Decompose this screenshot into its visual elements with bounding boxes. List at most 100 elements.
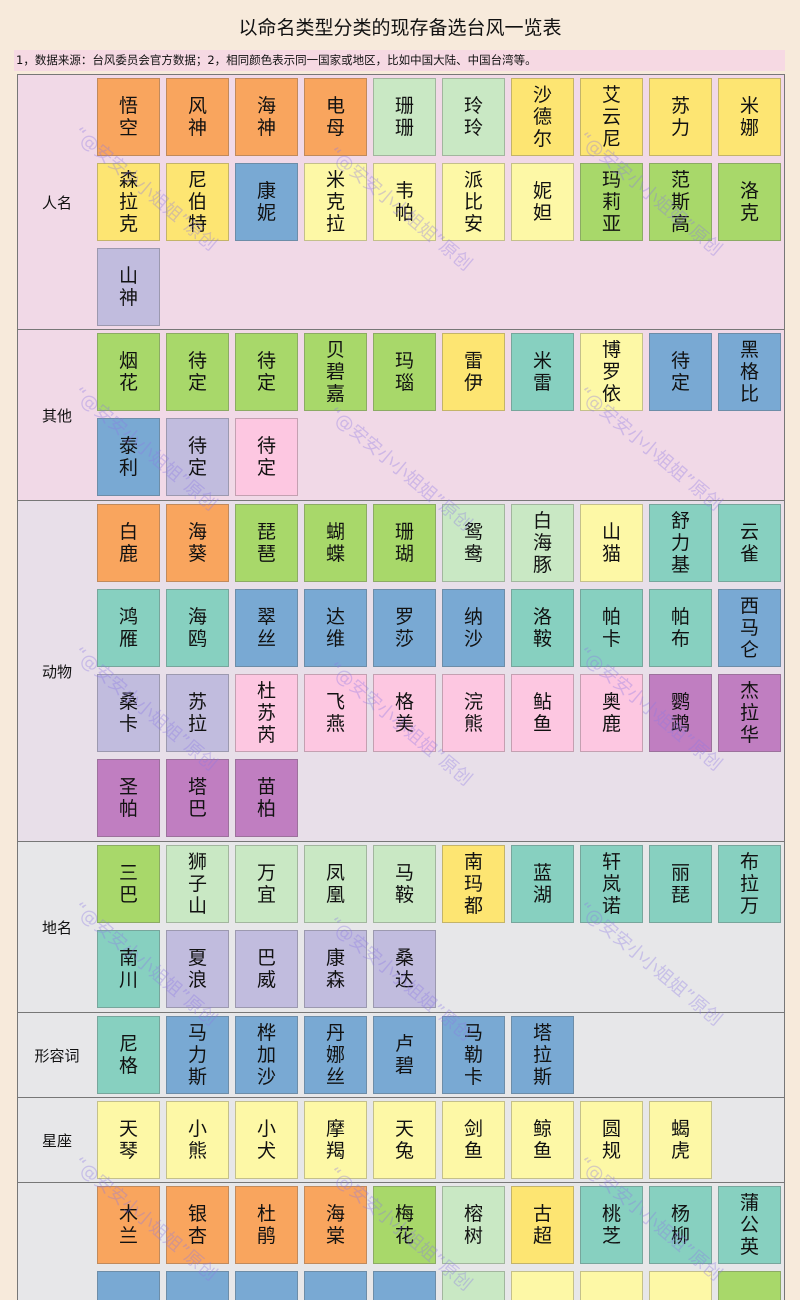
section-label: 其他 — [41, 406, 72, 425]
typhoon-name-cell: 马力斯 — [166, 1016, 229, 1094]
typhoon-name-cell: 古超 — [511, 1186, 574, 1264]
typhoon-name-cell: 玫 — [511, 1271, 574, 1300]
typhoon-name-cell: 丽琵 — [649, 845, 712, 923]
typhoon-name-cell: 丹娜丝 — [304, 1016, 367, 1094]
typhoon-name-cell: 桑卡 — [97, 674, 160, 752]
typhoon-name-cell: 珊瑚 — [373, 504, 436, 582]
section-3: 地名 三巴 狮子山 万宜 凤凰 马鞍 南玛都 蓝湖 轩岚诺 丽琵 布拉万 南川 夏浪 巴威 康森 桑达 — [18, 842, 784, 1013]
typhoon-name-cell: 鲇鱼 — [511, 674, 574, 752]
typhoon-name-cell: 韦帕 — [373, 163, 436, 241]
typhoon-name-cell: 风神 — [166, 78, 229, 156]
section-label — [18, 1183, 96, 1300]
typhoon-name-cell: 翠丝 — [235, 589, 298, 667]
typhoon-name-cell: 浣熊 — [442, 674, 505, 752]
typhoon-name-cell: 山神 — [97, 248, 160, 326]
typhoon-name-cell: 待定 — [166, 333, 229, 411]
typhoon-name-cell: 待定 — [235, 418, 298, 496]
typhoon-name-cell: 博罗依 — [580, 333, 643, 411]
typhoon-name-cell: 帕布 — [649, 589, 712, 667]
typhoon-name-cell: 海葵 — [166, 504, 229, 582]
section-6: 木兰银杏杜鹃海棠梅花榕树古超桃芝杨柳蒲公英安娜美科灿山玫温卡海 — [18, 1183, 784, 1300]
typhoon-name-cell: 美 — [235, 1271, 298, 1300]
section-0: 人名 悟空 风神 海神 电母 珊珊 玲玲 沙德尔 艾云尼 苏力 米娜 森拉克 尼伯特 康妮 米克拉 韦帕 派比安… — [18, 75, 784, 330]
section-label: 人名 — [41, 193, 72, 212]
typhoon-name-cell: 布拉万 — [718, 845, 781, 923]
typhoon-name-cell: 珊珊 — [373, 78, 436, 156]
typhoon-name-cell: 泰利 — [97, 418, 160, 496]
typhoon-name-cell: 南玛都 — [442, 845, 505, 923]
typhoon-name-cell: 鲸鱼 — [511, 1101, 574, 1179]
section-label: 地名 — [41, 918, 72, 937]
typhoon-name-cell: 雷伊 — [442, 333, 505, 411]
typhoon-name-cell: 西马仑 — [718, 589, 781, 667]
typhoon-name-cell: 洛鞍 — [511, 589, 574, 667]
typhoon-name-cell: 卡 — [649, 1271, 712, 1300]
typhoon-name-cell: 电母 — [304, 78, 367, 156]
typhoon-name-cell: 待定 — [166, 418, 229, 496]
typhoon-name-cell: 尼伯特 — [166, 163, 229, 241]
typhoon-name-cell: 玛莉亚 — [580, 163, 643, 241]
typhoon-name-cell: 烟花 — [97, 333, 160, 411]
typhoon-name-cell: 南川 — [97, 930, 160, 1008]
typhoon-name-cell: 小犬 — [235, 1101, 298, 1179]
typhoon-name-cell: 摩羯 — [304, 1101, 367, 1179]
typhoon-name-cell: 圆规 — [580, 1101, 643, 1179]
typhoon-name-cell: 巴威 — [235, 930, 298, 1008]
typhoon-name-cell: 桦加沙 — [235, 1016, 298, 1094]
typhoon-name-cell: 苏力 — [649, 78, 712, 156]
typhoon-name-cell: 山 — [442, 1271, 505, 1300]
typhoon-name-cell: 马勒卡 — [442, 1016, 505, 1094]
section-label: 形容词 — [34, 1046, 80, 1065]
typhoon-name-cell: 海棠 — [304, 1186, 367, 1264]
typhoon-name-cell: 凤凰 — [304, 845, 367, 923]
typhoon-name-cell: 派比安 — [442, 163, 505, 241]
typhoon-name-cell: 海神 — [235, 78, 298, 156]
typhoon-name-cell: 苏拉 — [166, 674, 229, 752]
typhoon-name-cell: 玲玲 — [442, 78, 505, 156]
typhoon-name-cell: 康森 — [304, 930, 367, 1008]
typhoon-name-cell: 山猫 — [580, 504, 643, 582]
page-title: 以命名类型分类的现存备选台风一览表 — [238, 17, 562, 39]
typhoon-name-cell: 轩岚诺 — [580, 845, 643, 923]
typhoon-name-cell: 蓝湖 — [511, 845, 574, 923]
typhoon-name-cell: 杨柳 — [649, 1186, 712, 1264]
typhoon-table: 人名 悟空 风神 海神 电母 珊珊 玲玲 沙德尔 艾云尼 苏力 米娜 森拉克 尼伯特 康妮 米克拉 韦帕 派比安… — [17, 74, 785, 1300]
typhoon-name-cell: 云雀 — [718, 504, 781, 582]
typhoon-name-cell: 悟空 — [97, 78, 160, 156]
typhoon-name-cell: 罗莎 — [373, 589, 436, 667]
typhoon-name-cell: 木兰 — [97, 1186, 160, 1264]
typhoon-name-cell: 洛克 — [718, 163, 781, 241]
typhoon-name-cell: 灿 — [373, 1271, 436, 1300]
typhoon-name-cell: 梅花 — [373, 1186, 436, 1264]
typhoon-name-cell: 海鸥 — [166, 589, 229, 667]
typhoon-name-cell: 杜鹃 — [235, 1186, 298, 1264]
typhoon-name-cell: 蒲公英 — [718, 1186, 781, 1264]
typhoon-name-cell: 待定 — [235, 333, 298, 411]
typhoon-name-cell: 小熊 — [166, 1101, 229, 1179]
typhoon-name-cell: 蝎虎 — [649, 1101, 712, 1179]
typhoon-name-cell: 剑鱼 — [442, 1101, 505, 1179]
typhoon-name-cell: 康妮 — [235, 163, 298, 241]
typhoon-name-cell: 马鞍 — [373, 845, 436, 923]
typhoon-name-cell: 妮妲 — [511, 163, 574, 241]
typhoon-name-cell: 桃芝 — [580, 1186, 643, 1264]
typhoon-name-cell: 万宜 — [235, 845, 298, 923]
typhoon-name-cell: 纳沙 — [442, 589, 505, 667]
typhoon-name-cell: 米娜 — [718, 78, 781, 156]
typhoon-name-cell: 达维 — [304, 589, 367, 667]
typhoon-name-cell: 黑格比 — [718, 333, 781, 411]
typhoon-name-cell: 杜苏芮 — [235, 674, 298, 752]
typhoon-name-cell: 森拉克 — [97, 163, 160, 241]
typhoon-name-cell: 鹦鹉 — [649, 674, 712, 752]
typhoon-name-cell: 苗柏 — [235, 759, 298, 837]
typhoon-name-cell: 鸳鸯 — [442, 504, 505, 582]
typhoon-name-cell: 塔拉斯 — [511, 1016, 574, 1094]
typhoon-name-cell: 沙德尔 — [511, 78, 574, 156]
typhoon-name-cell: 飞燕 — [304, 674, 367, 752]
typhoon-name-cell: 榕树 — [442, 1186, 505, 1264]
typhoon-name-cell: 塔巴 — [166, 759, 229, 837]
typhoon-name-cell: 舒力基 — [649, 504, 712, 582]
typhoon-name-cell: 琵琶 — [235, 504, 298, 582]
typhoon-name-cell: 海 — [718, 1271, 781, 1300]
typhoon-name-cell: 娜 — [166, 1271, 229, 1300]
